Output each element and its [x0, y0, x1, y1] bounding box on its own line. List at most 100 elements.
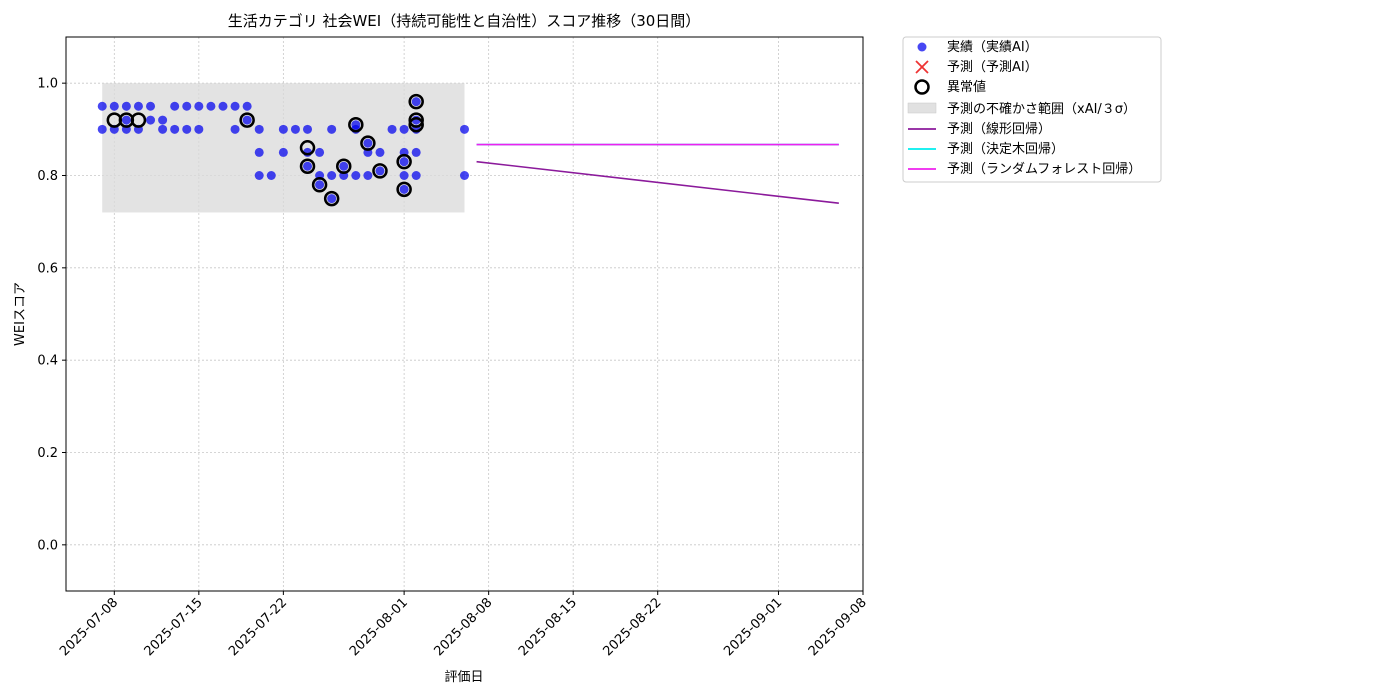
data-point: [460, 124, 469, 134]
data-point: [158, 124, 168, 134]
data-point: [399, 124, 409, 134]
plot-area: 0.0 0.2 0.4 0.6 0.8 1.0 2025-07-08 2025-07-15 20…: [37, 36, 870, 659]
data-point: [254, 147, 264, 157]
y-tick-label: 0.4: [37, 354, 58, 369]
legend-actual-label: 実績（実績AI）: [947, 39, 1038, 55]
data-point: [97, 101, 107, 111]
x-tick-label: 2025-08-08: [431, 595, 495, 659]
data-point: [315, 180, 325, 190]
y-axis-label: WEIスコア: [13, 282, 28, 346]
anomaly-marker: [408, 116, 424, 133]
data-point: [411, 97, 421, 107]
data-point: [351, 120, 361, 130]
data-point: [254, 171, 264, 180]
anomaly-marker: [396, 153, 412, 170]
data-point: [363, 171, 373, 180]
data-point: [266, 171, 276, 180]
x-tick-label: 2025-08-22: [601, 595, 665, 659]
data-point: [387, 124, 397, 134]
data-point: [158, 115, 168, 125]
data-point: [327, 124, 337, 134]
data-point: [315, 147, 325, 157]
data-point: [146, 101, 156, 111]
data-point: [230, 124, 240, 134]
plot-frame: [65, 36, 864, 592]
legend-decision-tree-label: 予測（決定木回帰）: [947, 141, 1064, 157]
data-point: [206, 101, 216, 111]
data-point: [242, 115, 252, 125]
y-tick-label: 0.0: [37, 538, 58, 553]
x-tick-label: 2025-07-08: [57, 595, 121, 659]
x-tick-label: 2025-07-22: [226, 595, 290, 659]
data-point: [182, 124, 192, 134]
legend: 実績（実績AI） 予測（予測AI） 異常値 予測の不確かさ範囲（xAI/３σ） …: [902, 36, 1162, 183]
anomaly-marker: [348, 116, 364, 133]
data-point: [339, 161, 349, 171]
data-point: [351, 171, 361, 180]
data-point: [121, 101, 131, 111]
x-tick-label: 2025-09-01: [721, 595, 785, 659]
data-point: [194, 101, 204, 111]
data-point: [242, 101, 252, 111]
anomaly-marker: [335, 158, 352, 175]
data-point: [254, 124, 264, 134]
x-tick-label: 2025-09-08: [806, 595, 870, 659]
anomaly-marker: [311, 176, 328, 193]
data-point: [399, 184, 409, 194]
x-tick-label: 2025-08-01: [347, 595, 411, 659]
anomaly-marker: [323, 190, 340, 207]
y-tick-label: 0.6: [37, 261, 58, 276]
y-tick-label: 0.8: [37, 169, 58, 184]
data-point: [290, 124, 300, 134]
legend-random-forest-label: 予測（ランダムフォレスト回帰）: [947, 161, 1141, 177]
data-point: [375, 166, 385, 176]
anomaly-marker: [130, 112, 147, 128]
anomaly-marker: [372, 163, 388, 179]
x-tick-label: 2025-08-15: [516, 595, 580, 659]
x-tick-label: 2025-07-15: [142, 595, 206, 659]
anomaly-marker: [360, 135, 376, 151]
prediction-line-linear: [476, 160, 839, 204]
legend-actual-marker: [917, 42, 927, 52]
anomaly-marker: [396, 181, 412, 198]
data-point: [109, 101, 119, 111]
data-point: [399, 171, 409, 180]
data-point: [399, 157, 409, 167]
data-point: [146, 115, 156, 125]
data-point: [460, 171, 469, 180]
data-point: [170, 124, 180, 134]
data-point: [411, 147, 421, 157]
data-point: [327, 171, 337, 180]
legend-uncertainty-swatch: [907, 102, 937, 114]
data-point: [218, 101, 228, 111]
chart-title: 生活カテゴリ 社会WEI（持続可能性と自治性）スコア推移（30日間）: [228, 12, 701, 30]
data-point: [278, 147, 288, 157]
anomaly-marker: [299, 158, 316, 175]
data-point: [278, 124, 288, 134]
data-point: [170, 101, 180, 111]
anomaly-marker: [408, 93, 424, 110]
data-point: [303, 161, 313, 171]
legend-linear-label: 予測（線形回帰）: [947, 121, 1051, 137]
legend-predicted-marker: [915, 60, 929, 74]
x-axis-label: 評価日: [444, 670, 483, 685]
anomaly-marker: [299, 140, 316, 156]
data-point: [121, 115, 131, 125]
data-point: [194, 124, 204, 134]
anomaly-marker: [408, 112, 424, 128]
data-point: [303, 124, 313, 134]
legend-anomaly-label: 異常値: [947, 79, 986, 95]
data-point: [133, 101, 143, 111]
legend-uncertainty-label: 予測の不確かさ範囲（xAI/３σ）: [947, 101, 1136, 117]
data-point: [230, 101, 240, 111]
anomaly-marker: [239, 112, 255, 128]
legend-frame: [902, 36, 1162, 183]
data-point: [182, 101, 192, 111]
data-point: [97, 124, 107, 134]
y-tick-label: 1.0: [37, 77, 58, 92]
y-tick-label: 0.2: [37, 446, 58, 461]
data-point: [411, 171, 421, 180]
legend-predicted-label: 予測（予測AI）: [947, 60, 1038, 75]
data-point: [375, 147, 385, 157]
